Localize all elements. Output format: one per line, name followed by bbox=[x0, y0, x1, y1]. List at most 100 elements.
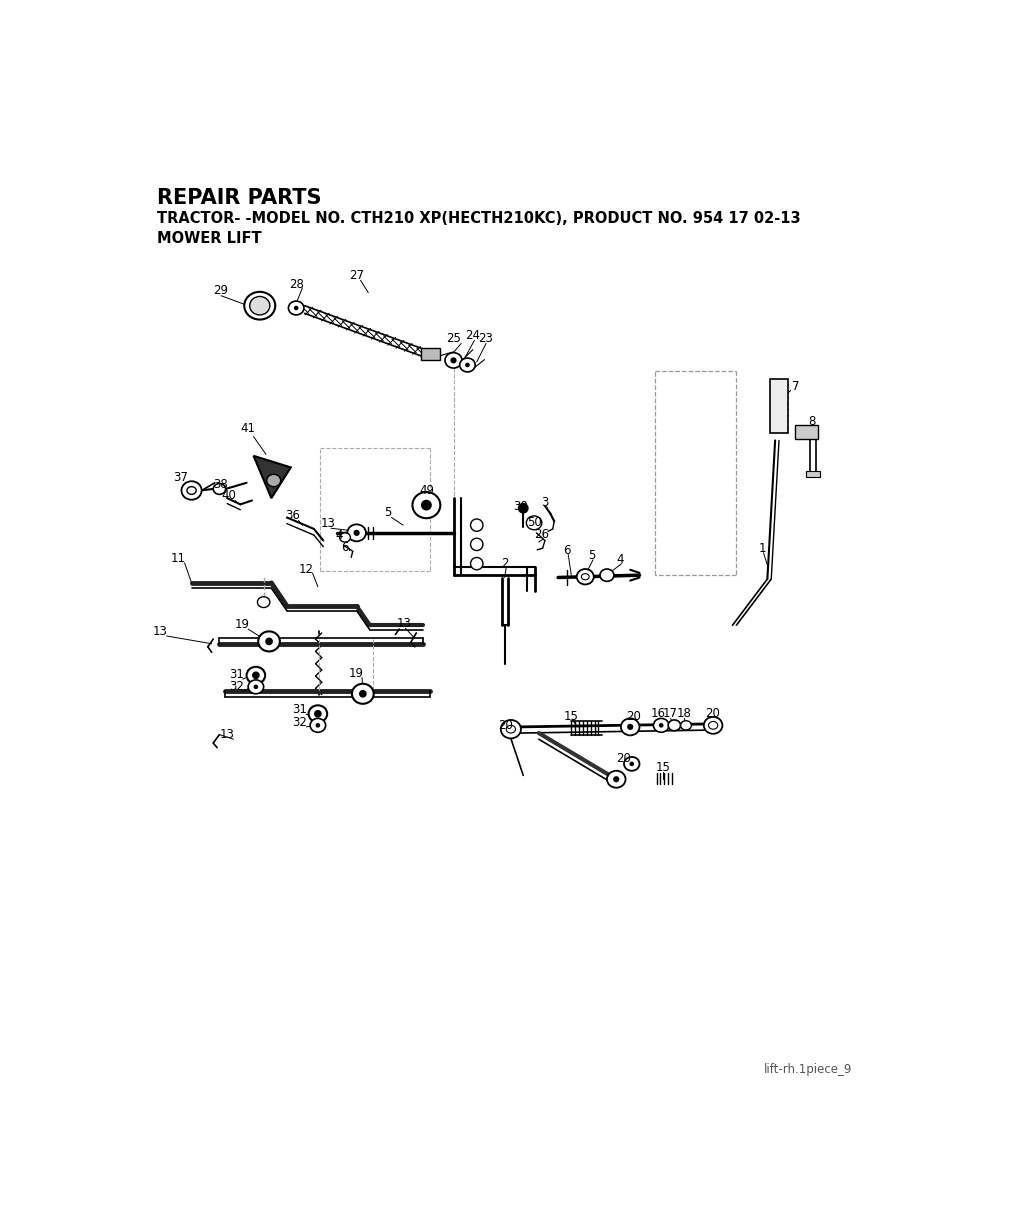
Text: 37: 37 bbox=[173, 471, 188, 484]
Ellipse shape bbox=[658, 723, 664, 728]
Ellipse shape bbox=[213, 483, 225, 494]
Ellipse shape bbox=[471, 519, 483, 531]
Text: 2: 2 bbox=[501, 557, 508, 570]
Text: 28: 28 bbox=[290, 277, 304, 291]
Ellipse shape bbox=[252, 671, 260, 679]
Ellipse shape bbox=[607, 771, 626, 787]
Ellipse shape bbox=[465, 362, 470, 367]
Text: 29: 29 bbox=[213, 283, 228, 297]
Ellipse shape bbox=[501, 719, 521, 738]
Text: 15: 15 bbox=[564, 710, 579, 723]
Text: 30: 30 bbox=[513, 500, 527, 514]
Ellipse shape bbox=[340, 532, 350, 542]
Ellipse shape bbox=[451, 357, 457, 363]
Ellipse shape bbox=[187, 487, 197, 494]
Text: 6: 6 bbox=[341, 541, 349, 554]
Bar bbox=[795, 425, 818, 439]
Ellipse shape bbox=[709, 722, 718, 729]
Ellipse shape bbox=[248, 680, 263, 694]
Text: 1: 1 bbox=[758, 542, 766, 554]
Ellipse shape bbox=[347, 525, 366, 541]
Ellipse shape bbox=[506, 726, 515, 733]
Text: 40: 40 bbox=[221, 489, 237, 503]
Text: 13: 13 bbox=[154, 625, 168, 638]
Text: 27: 27 bbox=[349, 269, 365, 282]
Ellipse shape bbox=[359, 690, 367, 697]
Ellipse shape bbox=[600, 569, 614, 582]
Bar bbox=[806, 471, 820, 477]
Text: 20: 20 bbox=[705, 707, 720, 721]
Ellipse shape bbox=[294, 306, 299, 310]
Ellipse shape bbox=[627, 723, 633, 729]
Text: 13: 13 bbox=[396, 617, 412, 631]
Text: 38: 38 bbox=[214, 478, 228, 490]
Ellipse shape bbox=[471, 538, 483, 551]
Text: 19: 19 bbox=[349, 668, 365, 680]
Ellipse shape bbox=[624, 756, 640, 771]
Ellipse shape bbox=[653, 718, 669, 732]
Text: 31: 31 bbox=[229, 668, 244, 681]
Text: REPAIR PARTS: REPAIR PARTS bbox=[158, 187, 322, 208]
Text: MOWER LIFT: MOWER LIFT bbox=[158, 230, 262, 246]
Ellipse shape bbox=[460, 359, 475, 372]
Ellipse shape bbox=[703, 717, 722, 734]
Text: 20: 20 bbox=[498, 718, 513, 732]
Ellipse shape bbox=[445, 352, 462, 368]
Text: 6: 6 bbox=[563, 545, 570, 557]
Text: 24: 24 bbox=[465, 329, 480, 342]
Ellipse shape bbox=[577, 569, 594, 584]
Text: 31: 31 bbox=[293, 703, 307, 717]
Text: 20: 20 bbox=[626, 710, 641, 723]
Text: 19: 19 bbox=[234, 618, 250, 631]
Text: 5: 5 bbox=[588, 549, 595, 563]
Text: 15: 15 bbox=[655, 761, 670, 774]
Ellipse shape bbox=[526, 516, 542, 530]
Ellipse shape bbox=[613, 776, 620, 782]
Ellipse shape bbox=[258, 632, 280, 652]
Ellipse shape bbox=[245, 292, 275, 319]
Text: 4: 4 bbox=[335, 529, 343, 542]
Ellipse shape bbox=[265, 638, 273, 646]
Ellipse shape bbox=[315, 723, 321, 728]
Text: lift-rh.1piece_9: lift-rh.1piece_9 bbox=[764, 1063, 852, 1076]
Ellipse shape bbox=[582, 574, 589, 580]
Text: 4: 4 bbox=[616, 553, 624, 567]
Ellipse shape bbox=[254, 685, 258, 689]
Text: 5: 5 bbox=[384, 506, 391, 520]
Ellipse shape bbox=[518, 503, 528, 514]
Text: 18: 18 bbox=[677, 707, 692, 721]
Polygon shape bbox=[254, 456, 291, 498]
Text: 13: 13 bbox=[220, 728, 234, 742]
Text: 11: 11 bbox=[171, 552, 186, 564]
Ellipse shape bbox=[621, 718, 640, 736]
Ellipse shape bbox=[289, 301, 304, 315]
Ellipse shape bbox=[352, 684, 374, 703]
Text: 25: 25 bbox=[446, 333, 461, 345]
Ellipse shape bbox=[257, 596, 270, 607]
Ellipse shape bbox=[181, 482, 202, 500]
Text: 32: 32 bbox=[293, 716, 307, 729]
Bar bbox=[421, 347, 439, 360]
Text: 7: 7 bbox=[793, 379, 800, 393]
Text: 3: 3 bbox=[542, 496, 549, 509]
Ellipse shape bbox=[353, 530, 359, 536]
Ellipse shape bbox=[413, 492, 440, 519]
Ellipse shape bbox=[471, 557, 483, 569]
Ellipse shape bbox=[310, 718, 326, 732]
Text: 41: 41 bbox=[241, 423, 256, 435]
Text: 13: 13 bbox=[321, 517, 336, 530]
Text: 36: 36 bbox=[286, 509, 300, 522]
Text: 17: 17 bbox=[663, 707, 678, 721]
Text: 8: 8 bbox=[808, 415, 815, 429]
Bar bbox=[770, 378, 788, 432]
Text: 26: 26 bbox=[535, 527, 549, 541]
Ellipse shape bbox=[314, 710, 322, 717]
Ellipse shape bbox=[681, 721, 691, 729]
Text: 50: 50 bbox=[526, 515, 542, 529]
Text: 49: 49 bbox=[419, 484, 434, 496]
Ellipse shape bbox=[247, 667, 265, 684]
Ellipse shape bbox=[421, 500, 432, 510]
Text: 16: 16 bbox=[650, 707, 666, 721]
Ellipse shape bbox=[266, 474, 281, 487]
Text: 23: 23 bbox=[478, 333, 494, 345]
